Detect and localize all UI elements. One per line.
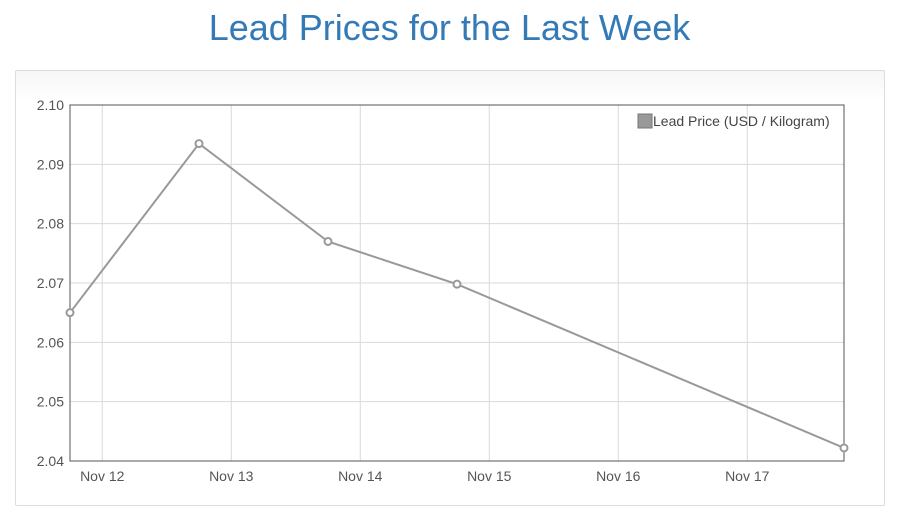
y-tick-label: 2.08 <box>37 216 64 232</box>
series-points <box>65 139 849 453</box>
data-point <box>839 443 849 453</box>
x-tick-label: Nov 12 <box>80 468 125 484</box>
page-title: Lead Prices for the Last Week <box>208 7 691 48</box>
legend: Lead Price (USD / Kilogram) <box>637 113 830 129</box>
y-tick-label: 2.10 <box>37 97 64 113</box>
x-tick-label: Nov 16 <box>596 468 641 484</box>
y-tick-label: 2.04 <box>37 453 64 469</box>
data-point <box>323 236 333 246</box>
legend-swatch <box>637 113 653 129</box>
data-point <box>194 139 204 149</box>
plot-area-frame <box>69 104 845 462</box>
legend-label: Lead Price (USD / Kilogram) <box>653 113 830 129</box>
y-tick-label: 2.09 <box>37 156 64 172</box>
chart-panel <box>15 70 885 506</box>
series-line <box>69 142 845 449</box>
x-tick-label: Nov 15 <box>467 468 512 484</box>
y-axis-ticks: 2.04 2.05 2.06 2.07 2.08 2.09 2.10 <box>37 97 64 469</box>
x-tick-label: Nov 13 <box>209 468 254 484</box>
data-point <box>65 308 75 318</box>
y-tick-label: 2.07 <box>37 275 64 291</box>
x-tick-label: Nov 17 <box>725 468 770 484</box>
x-tick-label: Nov 14 <box>338 468 383 484</box>
x-axis-ticks: Nov 12 Nov 13 Nov 14 Nov 15 Nov 16 Nov 17 <box>80 468 770 484</box>
data-point <box>452 279 462 289</box>
y-tick-label: 2.05 <box>37 394 64 410</box>
y-tick-label: 2.06 <box>37 334 64 350</box>
